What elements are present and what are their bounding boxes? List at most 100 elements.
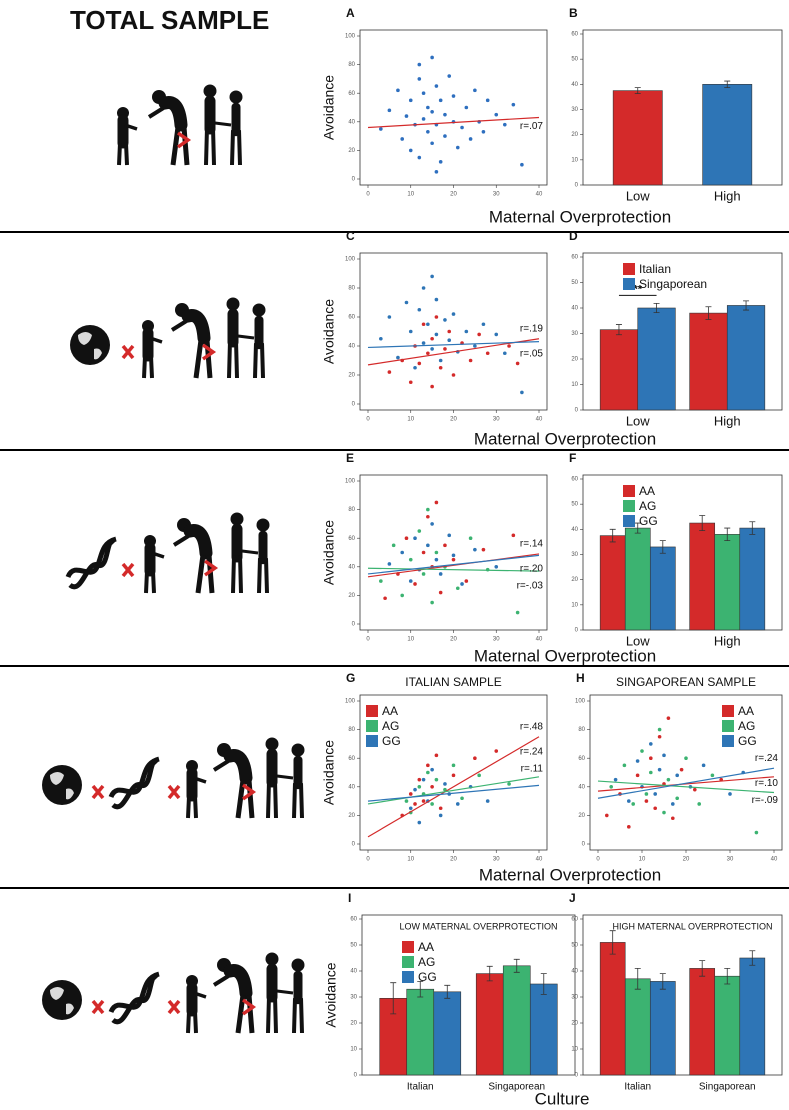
legend-swatch [366, 705, 378, 717]
head [292, 744, 305, 757]
point [405, 114, 409, 118]
point [658, 728, 662, 732]
x-axis-label: Maternal Overprotection [489, 207, 671, 226]
y-tick-label: 30 [571, 107, 578, 113]
x-tick-label: 0 [366, 192, 370, 198]
y-tick-label: 60 [348, 315, 355, 321]
point [482, 130, 486, 134]
point [507, 344, 511, 348]
point [482, 322, 486, 326]
point [512, 103, 516, 107]
legend-label: AG [418, 955, 435, 969]
point [667, 716, 671, 720]
fit-line [598, 777, 774, 791]
point [469, 536, 473, 540]
point [494, 333, 498, 337]
hands [277, 991, 293, 993]
point [460, 582, 464, 586]
legend-label: GG [639, 514, 658, 528]
point [430, 275, 434, 279]
point [627, 825, 631, 829]
point [520, 391, 524, 395]
y-tick-label: 40 [348, 564, 355, 570]
y-tick-label: 50 [571, 280, 578, 286]
globe [42, 980, 82, 1020]
legend-swatch [402, 971, 414, 983]
y-tick-label: 80 [348, 62, 355, 68]
y-tick-label: 10 [571, 382, 578, 388]
point [426, 771, 430, 775]
y-tick-label: 60 [578, 756, 585, 762]
y-tick-label: 40 [350, 969, 357, 975]
bar [727, 305, 765, 410]
point [503, 351, 507, 355]
point [430, 802, 434, 806]
point [409, 149, 413, 153]
point [477, 333, 481, 337]
fit-line [368, 785, 539, 801]
point [452, 312, 456, 316]
point [447, 74, 451, 78]
y-tick-label: 60 [571, 32, 578, 38]
point [494, 749, 498, 753]
globe [70, 325, 110, 365]
point [675, 774, 679, 778]
legend-swatch [722, 720, 734, 732]
point [379, 127, 383, 131]
point [409, 380, 413, 384]
point [516, 362, 520, 366]
point [658, 735, 662, 739]
x-axis-label: Maternal Overprotection [479, 865, 661, 884]
x-tick-label: 30 [493, 637, 500, 643]
panel-letter: J [569, 891, 576, 905]
bar [740, 528, 765, 630]
x-tick-label: 10 [639, 857, 646, 863]
times-sign [93, 1001, 103, 1013]
legend-label: Singaporean [639, 277, 707, 291]
panel-letter: B [569, 6, 578, 20]
point [465, 579, 469, 583]
x-tick-label: 0 [366, 637, 370, 643]
parent-icon [174, 518, 212, 593]
point [388, 370, 392, 374]
y-tick-label: 80 [348, 727, 355, 733]
point [671, 802, 675, 806]
y-tick-label: 20 [571, 357, 578, 363]
fit-label: r=.07 [520, 121, 544, 132]
x-axis-label: Maternal Overprotection [474, 646, 656, 665]
globe-icon [42, 980, 82, 1020]
y-tick-label: 20 [350, 1021, 357, 1027]
point [426, 130, 430, 134]
y-tick-label: 0 [352, 177, 356, 183]
y-tick-label: 0 [575, 408, 579, 414]
times-sign [93, 786, 103, 798]
point [439, 366, 443, 370]
point [482, 548, 486, 552]
point [728, 792, 732, 796]
globe-icon [42, 765, 82, 805]
point [435, 778, 439, 782]
legend-swatch [402, 941, 414, 953]
point [486, 799, 490, 803]
y-axis-label: Avoidance [321, 520, 337, 585]
y-tick-label: 0 [352, 842, 356, 848]
y-tick-label: 100 [345, 257, 356, 263]
legend-label: AA [738, 704, 754, 718]
bar [625, 979, 650, 1075]
y-tick-label: 80 [348, 507, 355, 513]
times-sign [123, 346, 133, 358]
point [422, 322, 426, 326]
times-sign [123, 564, 133, 576]
point [653, 806, 657, 810]
page-title: TOTAL SAMPLE [70, 5, 269, 35]
point [439, 99, 443, 103]
point [430, 337, 434, 341]
point [405, 536, 409, 540]
x-tick-label: 10 [407, 637, 414, 643]
y-tick-label: 80 [348, 286, 355, 292]
point [435, 315, 439, 319]
point [645, 792, 649, 796]
plot-frame [360, 475, 547, 630]
point [426, 764, 430, 768]
point [627, 799, 631, 803]
